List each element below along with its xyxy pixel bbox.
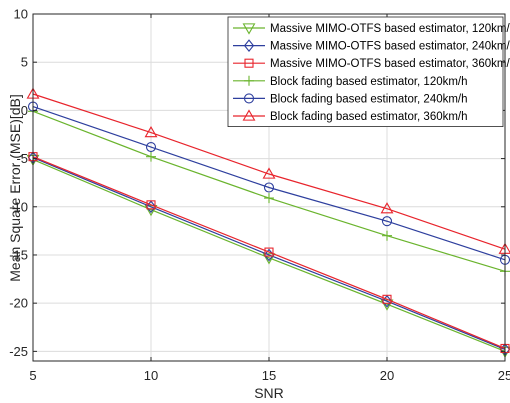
y-tick-label: 0 — [21, 103, 28, 118]
x-tick-label: 20 — [380, 368, 394, 383]
legend-label: Massive MIMO-OTFS based estimator, 120km… — [270, 23, 510, 35]
data-point-marker — [262, 167, 276, 179]
data-point-marker — [382, 230, 392, 241]
legend-box — [227, 16, 504, 127]
series-6 — [26, 87, 510, 254]
x-tick-label: 5 — [29, 368, 36, 383]
legend-marker — [242, 109, 256, 121]
legend-label: Block fading based estimator, 240km/h — [270, 93, 468, 105]
data-point-marker — [144, 125, 158, 138]
series-line — [32, 158, 506, 352]
series-line — [32, 93, 506, 250]
y-tick-label: -20 — [9, 296, 28, 311]
legend-label: Massive MIMO-OTFS based estimator, 240km… — [270, 41, 510, 53]
legend-entry: Massive MIMO-OTFS based estimator, 240km… — [233, 39, 510, 53]
data-point-marker — [146, 200, 156, 210]
legend-marker — [244, 58, 254, 68]
data-point-marker — [381, 216, 393, 227]
series-line — [32, 157, 506, 350]
axis-ticks: 5 10 15 20 25 10 5 0 -5 -10 -15 -20 -25 — [9, 7, 510, 384]
data-point-marker — [263, 182, 275, 193]
data-point-marker — [262, 253, 276, 265]
x-tick-label: 25 — [498, 368, 510, 383]
legend-label: Block fading based estimator, 120km/h — [270, 76, 468, 88]
legend-label: Massive MIMO-OTFS based estimator, 360km… — [270, 58, 510, 70]
y-tick-label: -10 — [9, 199, 28, 214]
data-point-marker — [382, 294, 392, 304]
data-point-marker — [380, 202, 394, 214]
series-line — [32, 105, 506, 261]
legend-marker — [243, 93, 255, 104]
y-tick-label: 5 — [21, 55, 28, 70]
legend: Massive MIMO-OTFS based estimator, 120km… — [227, 16, 510, 127]
series-line — [32, 156, 506, 350]
legend-entry: Massive MIMO-OTFS based estimator, 360km… — [233, 58, 510, 70]
legend-entry: Block fading based estimator, 360km/h — [233, 109, 468, 123]
legend-entry: Massive MIMO-OTFS based estimator, 120km… — [233, 23, 510, 35]
y-axis-title: Mean Square Error (MSE)[dB] — [7, 94, 23, 282]
data-point-marker — [145, 200, 157, 214]
y-tick-label: -15 — [9, 247, 28, 262]
data-point-marker — [146, 151, 156, 162]
data-point-marker — [381, 294, 393, 308]
legend-marker — [242, 23, 256, 35]
series-layer — [26, 87, 510, 358]
legend-marker — [243, 39, 255, 52]
legend-label: Block fading based estimator, 360km/h — [270, 111, 468, 123]
legend-entry: Block fading based estimator, 240km/h — [233, 93, 468, 105]
y-tick-label: -5 — [16, 151, 28, 166]
data-point-marker — [145, 141, 157, 153]
legend-marker — [244, 75, 254, 86]
x-tick-label: 10 — [144, 368, 158, 383]
x-tick-label: 15 — [262, 368, 276, 383]
series-3 — [28, 152, 510, 354]
y-tick-label: -25 — [9, 344, 28, 359]
legend-entry: Block fading based estimator, 120km/h — [233, 75, 468, 88]
data-point-marker — [144, 204, 158, 217]
x-axis-title: SNR — [254, 385, 284, 401]
y-tick-label: 10 — [14, 7, 28, 22]
data-point-marker — [380, 299, 394, 311]
data-point-marker — [264, 193, 274, 204]
data-point-marker — [264, 247, 274, 257]
